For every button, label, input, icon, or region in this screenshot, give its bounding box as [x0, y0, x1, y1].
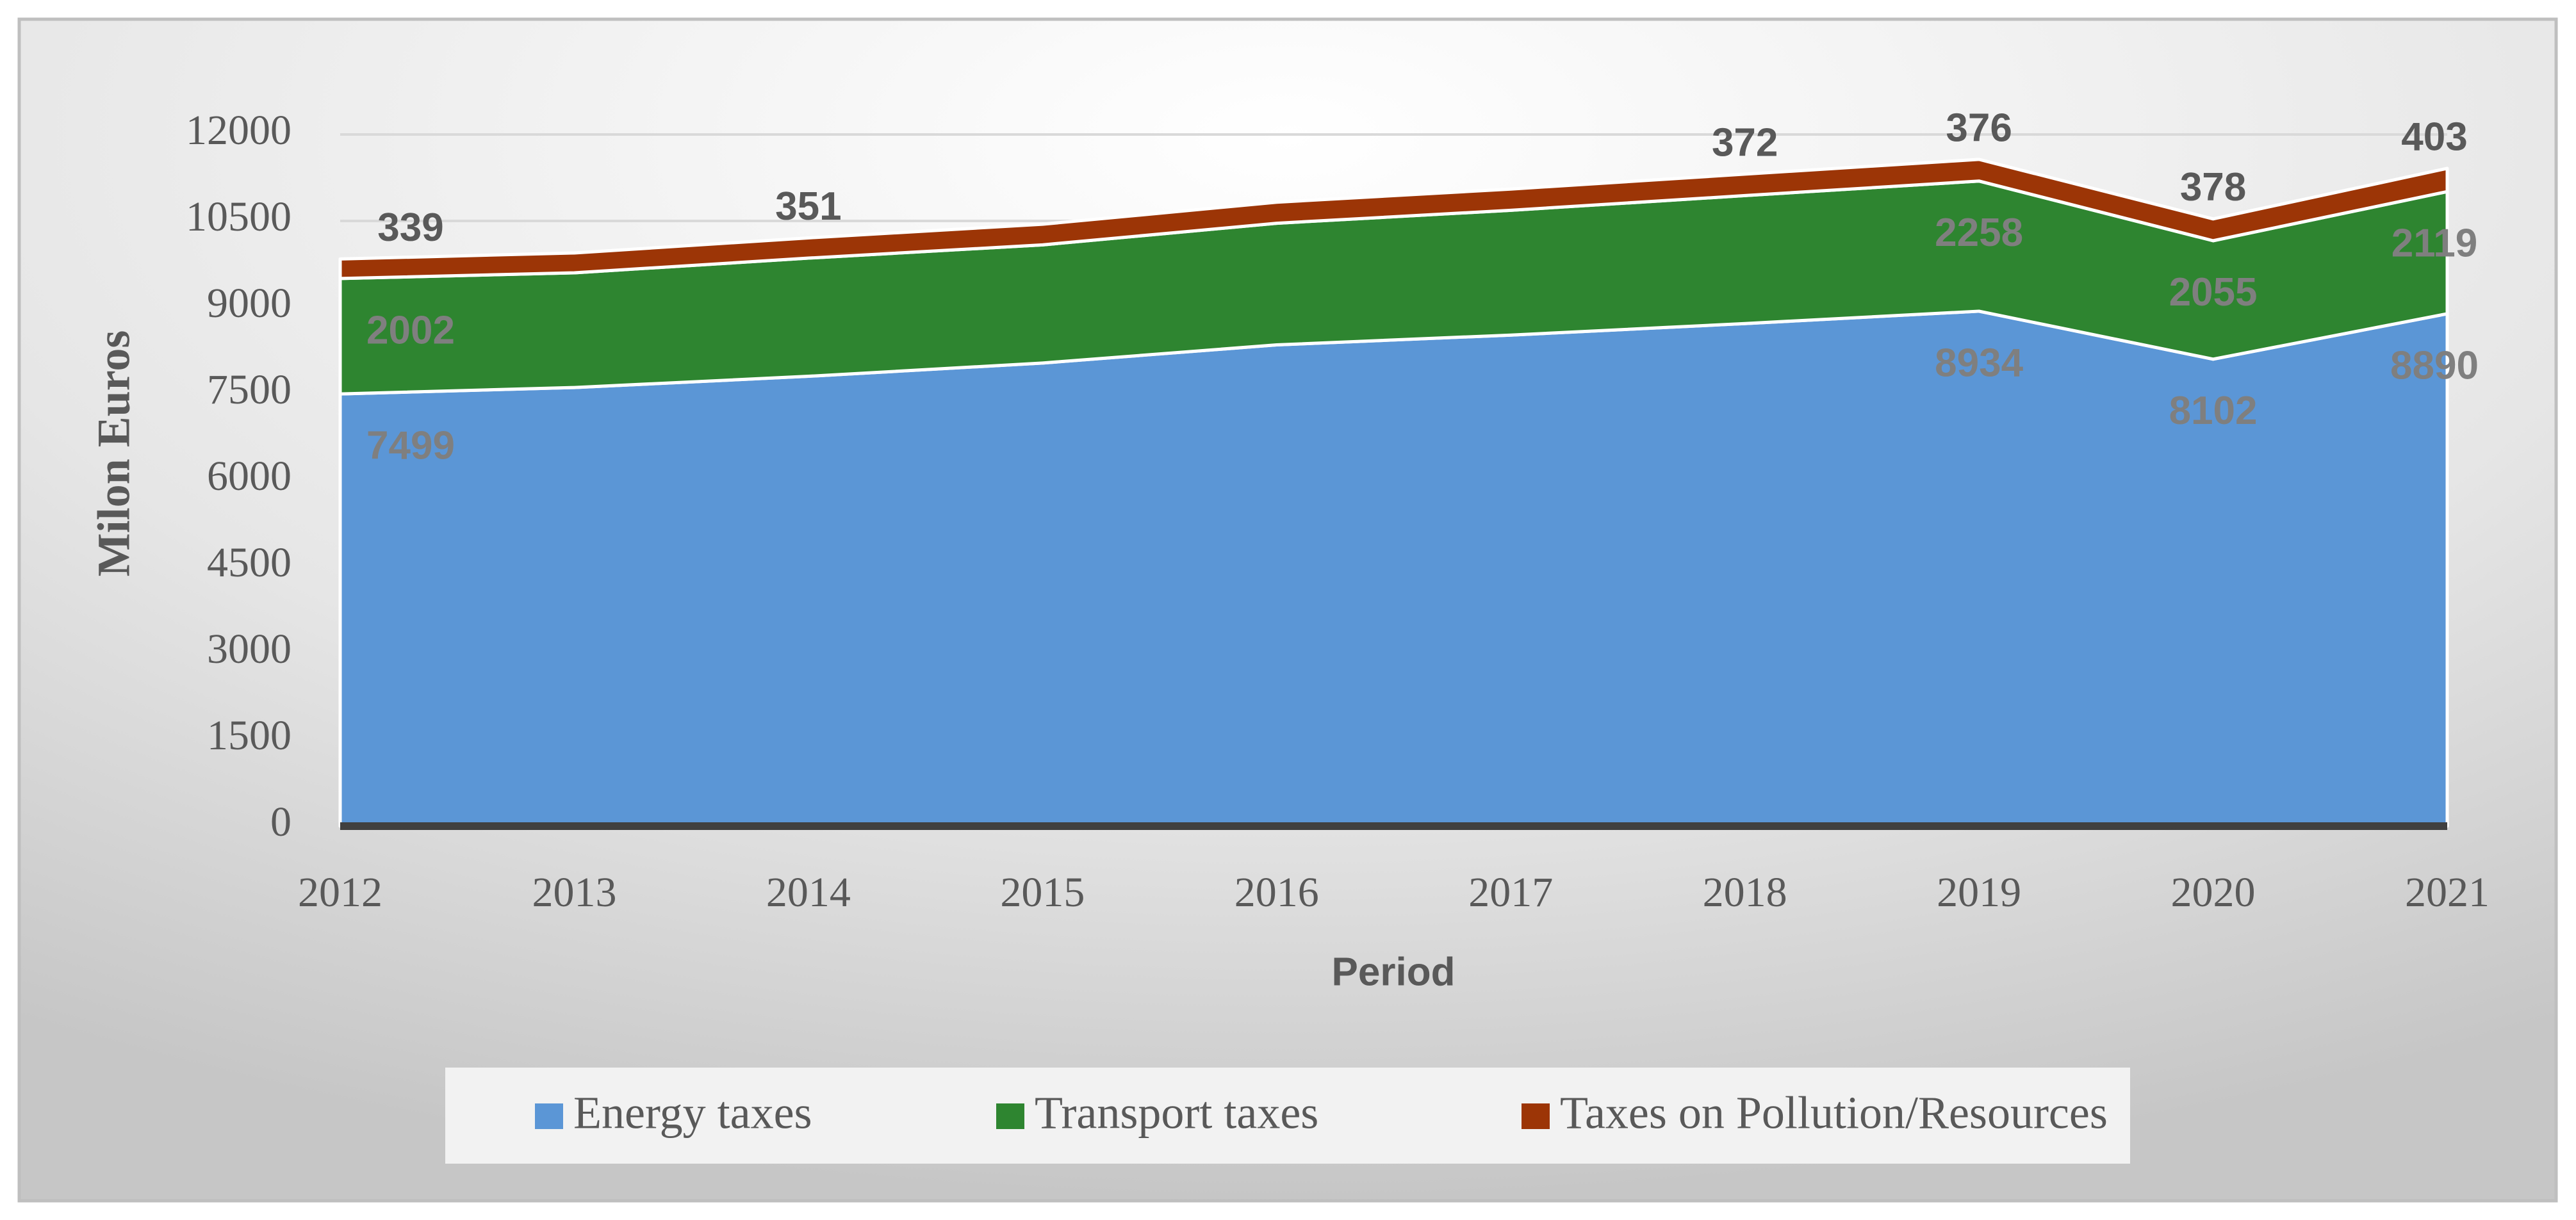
y-tick-label: 10500: [186, 193, 291, 240]
data-label: 339: [377, 206, 443, 250]
x-tick-label: 2013: [532, 869, 616, 916]
data-label: 7499: [366, 423, 455, 468]
data-label: 2119: [2391, 222, 2478, 266]
x-tick-label: 2015: [1000, 869, 1085, 916]
legend-swatch: [996, 1103, 1024, 1129]
area: [338, 158, 2449, 281]
x-tick-label: 2017: [1468, 869, 1553, 916]
data-label: 8102: [2169, 389, 2258, 433]
legend-label: Energy taxes: [573, 1087, 812, 1139]
x-tick-label: 2021: [2405, 869, 2490, 916]
data-label: 8934: [1935, 341, 2023, 385]
data-label: 372: [1712, 120, 1778, 165]
legend-label: Taxes on Pollution/Resources: [1560, 1087, 2108, 1139]
legend-swatch: [1522, 1103, 1550, 1129]
x-tick-label: 2018: [1703, 869, 1787, 916]
data-label: 2055: [2169, 270, 2258, 314]
area: [338, 309, 2449, 828]
data-label: 8890: [2390, 343, 2479, 387]
legend-swatch: [535, 1103, 563, 1129]
y-tick-label: 1500: [207, 712, 291, 759]
x-tick-label: 2019: [1937, 869, 2021, 916]
y-tick-label: 7500: [207, 366, 291, 413]
data-label: 2258: [1935, 211, 2023, 255]
data-label: 376: [1946, 106, 2012, 150]
x-axis-title: Period: [1332, 950, 1456, 994]
data-label: 2002: [366, 308, 455, 352]
y-tick-label: 0: [270, 799, 291, 845]
y-tick-label: 6000: [207, 453, 291, 500]
legend-label: Transport taxes: [1035, 1087, 1318, 1139]
y-tick-label: 4500: [207, 539, 291, 586]
x-tick-label: 2012: [298, 869, 382, 916]
x-tick-label: 2016: [1235, 869, 1319, 916]
x-tick-label: 2020: [2171, 869, 2256, 916]
y-tick-label: 9000: [207, 280, 291, 327]
y-tick-label: 3000: [207, 626, 291, 672]
y-axis-title: Milon Euros: [88, 330, 140, 577]
data-label: 351: [775, 184, 841, 229]
y-tick-label: 12000: [186, 107, 291, 154]
data-label: 403: [2401, 115, 2467, 159]
x-tick-label: 2014: [766, 869, 851, 916]
legend: [445, 1068, 2130, 1164]
data-label: 378: [2180, 165, 2246, 209]
